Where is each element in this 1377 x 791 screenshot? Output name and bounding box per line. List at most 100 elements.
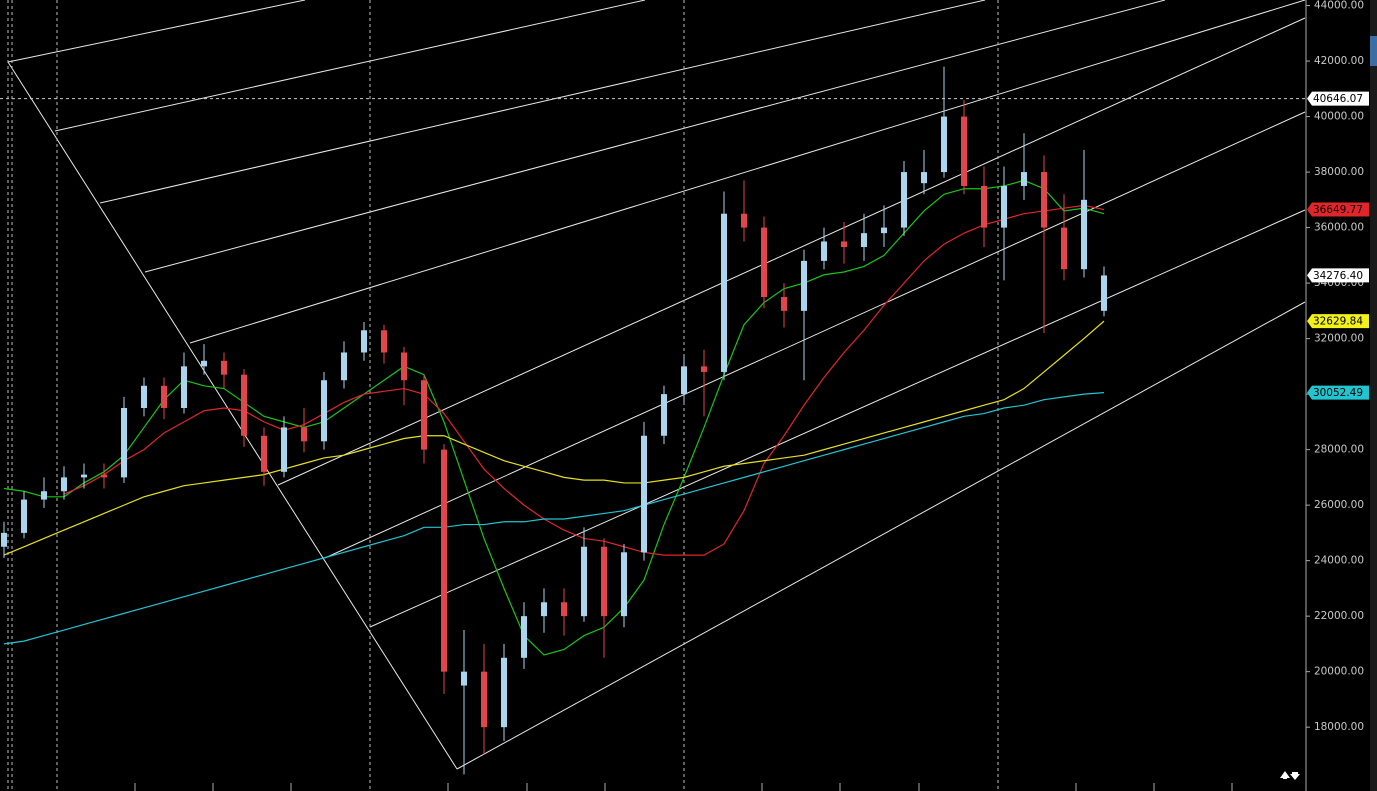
arrow-up[interactable] xyxy=(1280,771,1290,779)
candle-body xyxy=(61,477,67,492)
channel-line xyxy=(324,111,1306,559)
candle-body xyxy=(1081,199,1087,270)
price-marker-label: 36649.77 xyxy=(1313,204,1363,216)
drawings xyxy=(7,0,1306,770)
candle-body xyxy=(721,213,727,372)
candle-body xyxy=(521,616,527,658)
candle-body xyxy=(701,366,707,372)
candle-body xyxy=(401,352,407,381)
y-tick-label: 22000.00 xyxy=(1314,610,1364,622)
candle-body xyxy=(661,394,667,436)
scroll-arrows[interactable] xyxy=(1280,771,1300,780)
price-marker xyxy=(1307,91,1369,106)
candle-body xyxy=(381,330,387,353)
candle-body xyxy=(741,213,747,228)
y-tick-label: 28000.00 xyxy=(1314,444,1364,456)
channel-line xyxy=(54,0,646,132)
candle-body xyxy=(561,602,567,617)
candle-body xyxy=(1021,172,1027,186)
candle-body xyxy=(181,366,187,408)
candle-body xyxy=(881,227,887,234)
candle-body xyxy=(161,385,167,408)
candle-body xyxy=(341,352,347,381)
candle-body xyxy=(141,385,147,408)
candle-body xyxy=(481,671,487,728)
candle-body xyxy=(361,330,367,353)
candle-body xyxy=(541,602,547,617)
candle-body xyxy=(261,435,267,472)
candle-body xyxy=(421,380,427,450)
price-marker xyxy=(1307,202,1369,217)
candle-body xyxy=(1041,172,1047,228)
moving-average-line xyxy=(3,392,1105,645)
candle-body xyxy=(941,116,947,173)
arrow-down[interactable] xyxy=(1290,772,1300,780)
candle-body xyxy=(41,491,47,500)
candle-body xyxy=(681,366,687,395)
candle-body xyxy=(861,233,867,248)
y-tick-label: 42000.00 xyxy=(1314,55,1364,67)
candle-body xyxy=(961,116,967,186)
candle-body xyxy=(461,671,467,686)
candle-body xyxy=(761,227,767,297)
candle-body xyxy=(601,546,607,617)
candle-body xyxy=(1101,275,1107,311)
candle-body xyxy=(201,360,207,367)
candle-body xyxy=(581,546,587,617)
moving-average-line xyxy=(3,179,1105,656)
price-marker-label: 34276.40 xyxy=(1313,270,1363,282)
candle-body xyxy=(301,427,307,442)
y-tick-label: 20000.00 xyxy=(1314,666,1364,678)
channel-line xyxy=(456,301,1306,770)
candle-body xyxy=(641,435,647,553)
channel-line xyxy=(7,0,306,63)
candle-body xyxy=(781,296,787,311)
channel-line xyxy=(277,17,1306,486)
price-marker xyxy=(1307,385,1369,400)
y-tick-label: 32000.00 xyxy=(1314,333,1364,345)
candle-body xyxy=(441,449,447,672)
y-tick-label: 18000.00 xyxy=(1314,721,1364,733)
y-tick-label: 40000.00 xyxy=(1314,111,1364,123)
candle-body xyxy=(121,407,127,478)
channel-line xyxy=(144,0,1166,273)
scrollbar-thumb[interactable] xyxy=(1370,36,1377,66)
candle-body xyxy=(21,499,27,533)
y-tick-label: 44000.00 xyxy=(1314,0,1364,12)
candle-body xyxy=(621,552,627,617)
channel-line xyxy=(189,0,1306,344)
candle-body xyxy=(81,474,87,478)
y-tick-label: 24000.00 xyxy=(1314,555,1364,567)
y-tick-label: 26000.00 xyxy=(1314,499,1364,511)
candle-body xyxy=(101,474,107,478)
candle-body xyxy=(1,532,7,547)
candle-body xyxy=(1061,227,1067,270)
price-marker xyxy=(1307,268,1369,283)
price-marker xyxy=(1307,314,1369,329)
candle-body xyxy=(321,380,327,442)
candle-body xyxy=(901,172,907,228)
candle-body xyxy=(841,241,847,248)
channel-line xyxy=(99,0,986,204)
candle-body xyxy=(1001,185,1007,228)
price-marker-label: 40646.07 xyxy=(1313,93,1363,105)
y-tick-label: 36000.00 xyxy=(1314,222,1364,234)
scrollbar[interactable] xyxy=(1370,0,1377,791)
fan-baseline xyxy=(7,61,458,770)
candle-body xyxy=(801,260,807,311)
candle-body xyxy=(501,657,507,728)
channel-line xyxy=(369,209,1306,628)
candle-body xyxy=(241,374,247,436)
candle-body xyxy=(281,427,287,472)
moving-average-line xyxy=(3,320,1105,556)
price-marker-label: 30052.49 xyxy=(1313,387,1363,399)
y-tick-label: 38000.00 xyxy=(1314,166,1364,178)
candle-body xyxy=(981,185,987,228)
bottom-ticks xyxy=(134,783,1233,791)
price-marker-label: 32629.84 xyxy=(1313,316,1363,328)
candle-body xyxy=(921,172,927,184)
candle-body xyxy=(221,360,227,375)
